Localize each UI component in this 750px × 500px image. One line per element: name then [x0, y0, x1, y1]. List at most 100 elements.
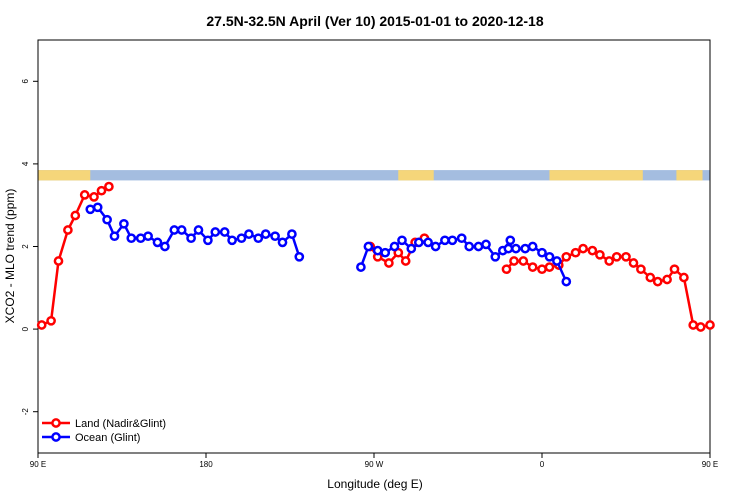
x-tick-label: 90 E	[30, 460, 46, 469]
legend: Land (Nadir&Glint) Ocean (Glint)	[42, 418, 166, 444]
data-point	[102, 214, 112, 225]
data-point	[537, 247, 547, 258]
data-point	[135, 233, 146, 244]
data-point	[456, 233, 467, 244]
land-strip-segment	[38, 170, 91, 181]
data-point	[578, 243, 588, 254]
data-point	[236, 233, 247, 244]
data-point	[413, 237, 424, 248]
data-point	[356, 262, 366, 272]
x-axis: 90 E 180 90 W 0 90 E	[30, 453, 718, 469]
data-point	[227, 235, 237, 246]
x-axis-label: Longitude (deg E)	[327, 477, 422, 491]
data-point	[570, 247, 581, 258]
data-point	[447, 235, 458, 246]
chart-title: 27.5N-32.5N April (Ver 10) 2015-01-01 to…	[206, 13, 543, 29]
data-point	[595, 249, 605, 260]
data-point	[501, 264, 512, 275]
data-point	[544, 262, 555, 272]
series-land	[36, 181, 715, 332]
data-point	[587, 245, 598, 256]
data-point	[552, 256, 562, 266]
data-point	[363, 241, 374, 252]
data-point	[294, 251, 305, 262]
legend-swatch-marker	[51, 432, 61, 442]
y-axis: -2 0 2 4 6	[21, 79, 38, 416]
data-point	[63, 225, 73, 235]
y-tick-label: -2	[21, 408, 30, 416]
land-strip-segment	[676, 170, 703, 181]
data-point	[176, 225, 187, 235]
data-point	[481, 239, 491, 250]
land-strip-segment	[398, 170, 434, 181]
data-point	[604, 256, 615, 266]
data-point	[143, 231, 153, 242]
data-point	[92, 202, 103, 213]
data-point	[520, 243, 531, 254]
data-point	[277, 237, 288, 248]
data-point	[440, 235, 450, 246]
data-point	[561, 251, 572, 262]
data-point	[104, 181, 114, 192]
data-point	[53, 256, 64, 266]
data-point	[430, 241, 441, 252]
data-point	[518, 256, 529, 266]
data-point	[423, 237, 433, 248]
x-tick-label: 180	[199, 460, 213, 469]
data-point	[645, 272, 656, 283]
x-tick-label: 0	[540, 460, 545, 469]
data-point	[380, 247, 391, 258]
data-point	[611, 251, 622, 262]
data-point	[537, 264, 547, 275]
data-point	[219, 227, 230, 237]
data-point	[79, 190, 90, 200]
data-point	[389, 241, 400, 252]
data-point	[119, 218, 129, 229]
data-point	[705, 320, 715, 330]
land-strip-segment	[549, 170, 643, 181]
data-point	[509, 256, 519, 266]
data-point	[406, 243, 417, 254]
data-point	[210, 227, 221, 237]
data-point	[544, 251, 555, 262]
data-point	[152, 237, 163, 248]
data-point	[203, 235, 213, 246]
y-tick-label: 4	[21, 161, 30, 166]
data-point	[126, 233, 137, 244]
data-point	[561, 276, 572, 287]
data-point	[253, 233, 264, 244]
y-tick-label: 6	[21, 79, 30, 84]
data-point	[169, 225, 180, 235]
data-point	[160, 241, 170, 252]
ocean-strip-band	[38, 170, 710, 181]
data-point	[193, 225, 204, 235]
x-tick-label: 90 W	[365, 460, 384, 469]
data-point	[397, 235, 407, 246]
data-point	[669, 264, 680, 275]
land-ocean-strip	[38, 170, 710, 181]
data-point	[464, 241, 475, 252]
y-tick-label: 2	[21, 244, 30, 249]
data-point	[89, 192, 99, 202]
x-tick-label: 90 E	[702, 460, 718, 469]
data-point	[505, 235, 516, 246]
data-point	[473, 241, 484, 252]
data-point	[85, 204, 96, 215]
data-point	[36, 320, 47, 330]
data-point	[527, 241, 538, 252]
data-point	[695, 322, 706, 332]
data-point	[527, 262, 538, 272]
data-point	[503, 243, 514, 254]
data-point	[287, 229, 297, 239]
data-point	[652, 276, 663, 287]
y-tick-label: 0	[21, 326, 30, 331]
data-point	[621, 251, 631, 262]
legend-label: Ocean (Glint)	[75, 432, 140, 444]
data-point	[400, 256, 411, 266]
data-point	[490, 251, 501, 262]
data-point	[662, 274, 672, 285]
data-point	[628, 258, 639, 268]
data-point	[186, 233, 196, 244]
data-point	[270, 231, 280, 242]
